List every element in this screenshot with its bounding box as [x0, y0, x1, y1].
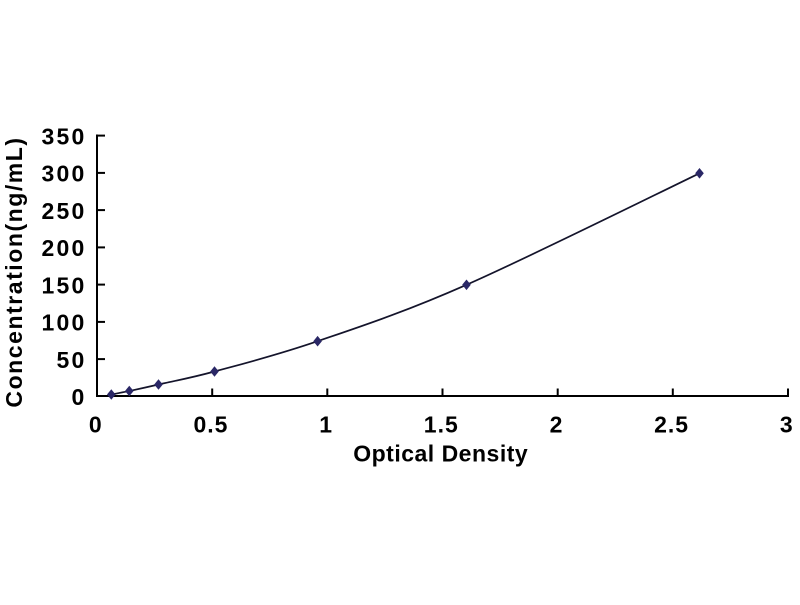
svg-text:250: 250 [42, 198, 87, 224]
svg-text:0.5: 0.5 [194, 412, 229, 438]
svg-text:100: 100 [42, 310, 87, 336]
svg-text:Optical Density: Optical Density [353, 441, 528, 467]
svg-text:0: 0 [89, 412, 103, 438]
svg-text:150: 150 [42, 272, 87, 298]
svg-text:1.5: 1.5 [424, 412, 459, 438]
svg-text:2: 2 [550, 412, 564, 438]
svg-text:Concentration(ng/mL): Concentration(ng/mL) [1, 136, 27, 407]
svg-text:200: 200 [42, 235, 87, 261]
svg-text:3: 3 [780, 412, 794, 438]
svg-text:0: 0 [72, 384, 87, 410]
svg-text:1: 1 [319, 412, 333, 438]
svg-text:2.5: 2.5 [654, 412, 689, 438]
svg-text:50: 50 [57, 347, 87, 373]
svg-text:350: 350 [42, 123, 87, 149]
svg-text:300: 300 [42, 161, 87, 187]
